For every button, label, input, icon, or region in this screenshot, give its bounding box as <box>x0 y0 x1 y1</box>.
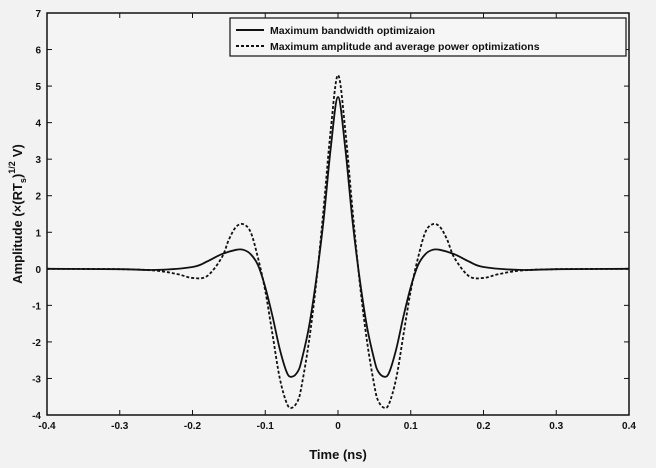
legend-label-amplitude: Maximum amplitude and average power opti… <box>270 41 540 53</box>
legend-label-bandwidth: Maximum bandwidth optimizaion <box>270 25 435 37</box>
x-tick-label: 0.1 <box>404 421 418 432</box>
x-tick-label: -0.4 <box>38 421 56 432</box>
y-tick-label: 7 <box>35 9 41 20</box>
x-tick-label: 0.3 <box>549 421 563 432</box>
y-axis-label-main: Amplitude (×(RT <box>10 183 25 284</box>
y-tick-labels: -4 -3 -2 -1 0 1 2 3 4 5 6 7 <box>32 9 41 422</box>
x-tick-label: 0.4 <box>622 421 636 432</box>
x-axis-label: Time (ns) <box>309 447 367 462</box>
x-tick-label: 0 <box>335 421 341 432</box>
x-tick-label: -0.1 <box>257 421 275 432</box>
x-tick-label: -0.3 <box>111 421 129 432</box>
y-axis-label-unit: V) <box>10 144 25 157</box>
y-tick-label: -4 <box>32 411 41 422</box>
x-tick-labels: -0.4 -0.3 -0.2 -0.1 0 0.1 0.2 0.3 0.4 <box>38 421 636 432</box>
y-tick-label: 2 <box>35 192 41 203</box>
y-axis-label-sup: 1/2 <box>7 161 17 174</box>
y-tick-label: 0 <box>35 265 41 276</box>
y-tick-label: 4 <box>35 119 41 130</box>
y-tick-label: 1 <box>35 228 41 239</box>
plot-area <box>47 13 629 415</box>
y-tick-label: 6 <box>35 46 41 57</box>
y-tick-label: -2 <box>32 338 41 349</box>
legend: Maximum bandwidth optimizaion Maximum am… <box>230 18 626 56</box>
x-tick-label: -0.2 <box>184 421 202 432</box>
y-tick-label: 5 <box>35 82 41 93</box>
x-tick-label: 0.2 <box>477 421 491 432</box>
y-axis-label: Amplitude (×(RTs)1/2V) <box>7 144 28 284</box>
y-tick-label: -3 <box>32 374 41 385</box>
y-tick-label: -1 <box>32 301 41 312</box>
y-tick-label: 3 <box>35 155 41 166</box>
